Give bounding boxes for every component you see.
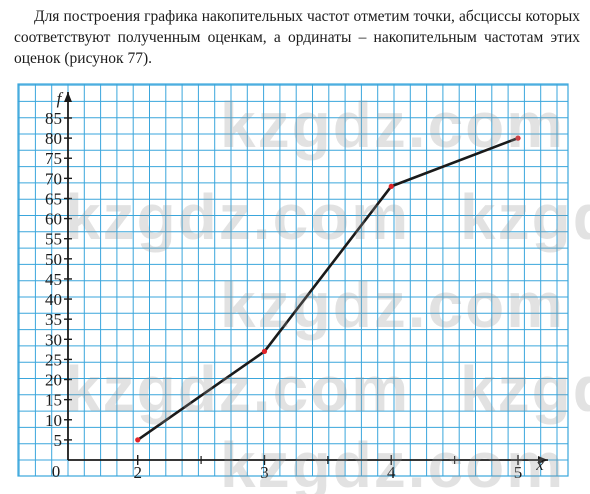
- x-axis-label: x: [535, 455, 544, 474]
- y-axis-label: f: [57, 89, 64, 108]
- y-tick-label: 35: [45, 310, 62, 329]
- x-tick-label: 4: [387, 463, 396, 482]
- y-tick-label: 80: [45, 129, 62, 148]
- y-tick-label: 45: [45, 270, 62, 289]
- text-block: Для построения графика накопительных час…: [14, 6, 580, 69]
- y-tick-label: 25: [45, 350, 62, 369]
- axes: [64, 92, 548, 464]
- y-tick-label: 55: [45, 230, 62, 249]
- y-tick-label: 50: [45, 250, 62, 269]
- y-tick-label: 65: [45, 189, 62, 208]
- y-tick-label: 20: [45, 371, 62, 390]
- grid-border: [17, 83, 569, 477]
- ticks: [64, 117, 519, 465]
- y-tick-label: 15: [45, 391, 62, 410]
- x-tick-label: 3: [260, 463, 269, 482]
- y-tick-label: 60: [45, 210, 62, 229]
- y-tick-label: 85: [45, 109, 62, 128]
- data-point: [388, 183, 394, 189]
- series: [135, 135, 521, 443]
- y-tick-label: 5: [54, 431, 63, 450]
- cumulative-frequency-line: [136, 136, 520, 442]
- grid: [17, 83, 569, 477]
- y-tick-label: 30: [45, 330, 62, 349]
- y-tick-label: 10: [45, 411, 62, 430]
- x-tick-label: 2: [133, 463, 142, 482]
- x-tick-label: 5: [514, 463, 523, 482]
- origin-label: 0: [52, 462, 61, 481]
- y-tick-label: 70: [45, 169, 62, 188]
- y-axis-arrow: [64, 92, 72, 102]
- intro-paragraph: Для построения графика накопительных час…: [14, 8, 580, 67]
- y-tick-label: 40: [45, 290, 62, 309]
- x-axis-arrow: [538, 456, 548, 464]
- data-point: [261, 348, 268, 354]
- y-tick-label: 75: [45, 149, 62, 168]
- data-point: [515, 135, 521, 141]
- data-point: [135, 437, 141, 443]
